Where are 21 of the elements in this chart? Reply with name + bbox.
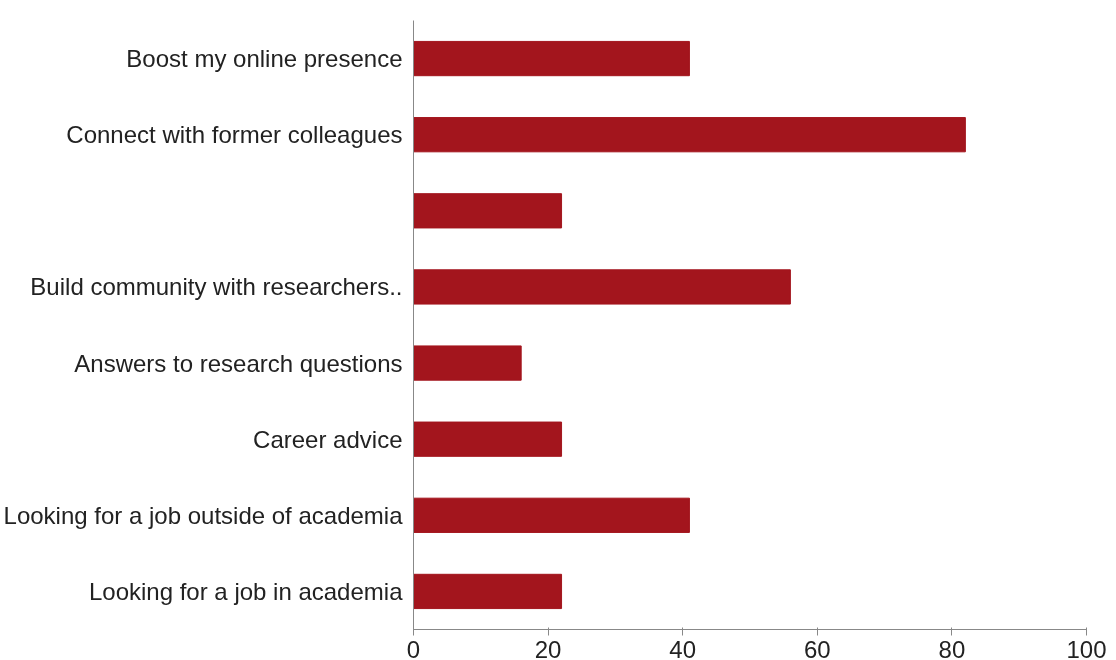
bar bbox=[413, 40, 690, 77]
bar bbox=[413, 269, 791, 305]
bar bbox=[413, 573, 563, 610]
y-tick-label: Looking for a job in academia bbox=[88, 577, 404, 605]
x-tick-label: 20 bbox=[534, 635, 562, 660]
y-tick-label: Boost my online presence bbox=[126, 45, 403, 73]
x-tick-label: 40 bbox=[669, 635, 697, 660]
x-tick-label: 100 bbox=[1066, 635, 1107, 660]
bar bbox=[413, 497, 690, 533]
y-tick-label: Build community with researchers.. bbox=[30, 273, 403, 301]
y-tick-label: Connect with former colleagues bbox=[66, 121, 403, 149]
bar bbox=[413, 345, 522, 381]
bar bbox=[413, 421, 563, 457]
y-tick-label: Answers to research questions bbox=[74, 349, 403, 377]
y-tick-label: Looking for a job outside of academia bbox=[3, 501, 404, 529]
bar bbox=[413, 117, 966, 153]
x-tick-label: 0 bbox=[406, 635, 421, 660]
x-tick-label: 60 bbox=[803, 635, 831, 660]
y-tick-label: Career advice bbox=[253, 425, 403, 453]
x-tick-label: 80 bbox=[938, 635, 966, 660]
bar bbox=[413, 193, 563, 229]
